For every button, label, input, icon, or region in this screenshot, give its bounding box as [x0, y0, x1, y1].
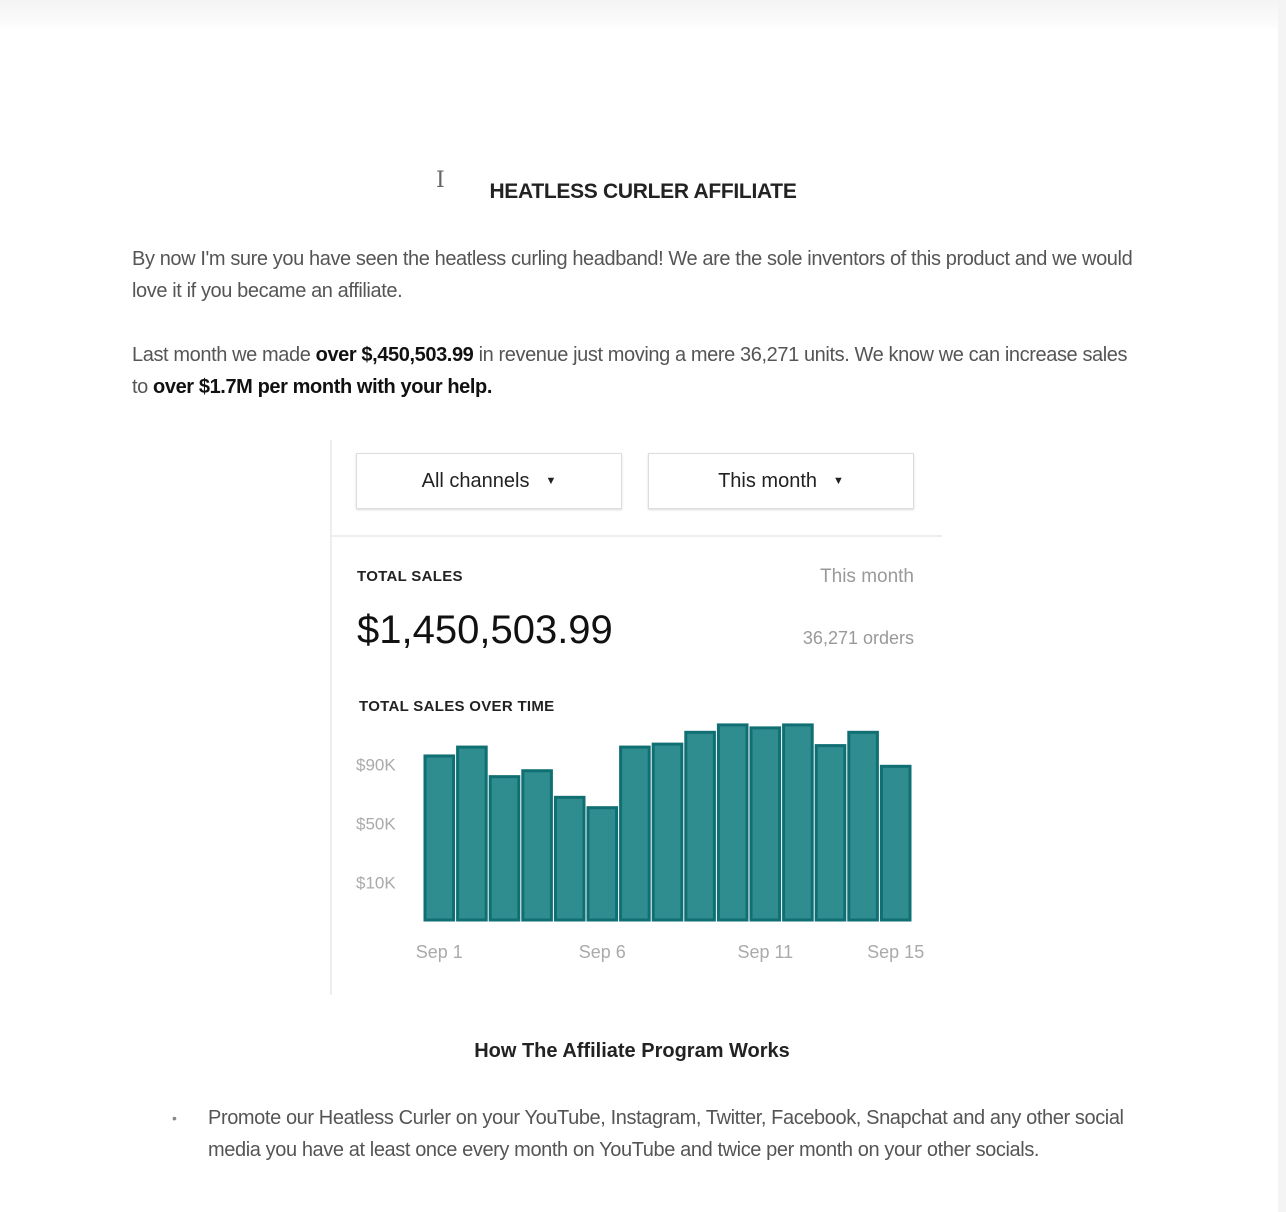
y-tick-label: $10K: [356, 874, 396, 893]
text: in revenue just moving a mere 36,271 uni…: [132, 344, 1128, 398]
y-tick-label: $90K: [356, 755, 396, 774]
bullet-icon: •: [172, 1110, 177, 1126]
period-dropdown[interactable]: This month ▼: [648, 453, 914, 509]
bar-sep-12: [782, 723, 814, 922]
x-tick-label: Sep 15: [867, 942, 924, 962]
bold-goal: over $1.7M per month with your help.: [153, 376, 493, 398]
bar-sep-7: [619, 745, 651, 922]
caret-down-icon: ▼: [545, 475, 557, 487]
sales-dashboard-image[interactable]: All channels ▼ This month ▼ TOTAL SALES Th…: [330, 440, 942, 995]
text-cursor-icon: I: [436, 168, 445, 193]
x-tick-label: Sep 1: [416, 942, 463, 962]
chart-title: TOTAL SALES OVER TIME: [359, 698, 555, 715]
bar-sep-14: [847, 730, 879, 922]
caret-down-icon: ▼: [833, 475, 844, 487]
stats-paragraph[interactable]: Last month we made over $,450,503.99 in …: [132, 339, 1142, 403]
list-item[interactable]: Promote our Heatless Curler on your YouT…: [208, 1107, 1124, 1161]
scrollbar[interactable]: [1278, 0, 1286, 1212]
section-heading[interactable]: How The Affiliate Program Works: [474, 1040, 790, 1062]
bar-sep-13: [814, 744, 847, 922]
toolbar-strip: [0, 0, 1286, 28]
bar-sep-6: [586, 806, 619, 922]
divider: [332, 535, 942, 537]
bar-sep-4: [521, 769, 553, 922]
bar-sep-11: [749, 726, 782, 922]
bar-sep-3: [488, 775, 521, 922]
bar-sep-15: [879, 764, 912, 922]
intro-paragraph[interactable]: By now I'm sure you have seen the heatle…: [132, 248, 1133, 302]
period-label: This month: [820, 566, 914, 587]
bar-sep-9: [684, 730, 716, 922]
bar-sep-8: [651, 742, 684, 922]
x-tick-label: Sep 6: [579, 942, 626, 962]
document-title[interactable]: HEATLESS CURLER AFFILIATE: [489, 180, 797, 203]
period-dropdown-label: This month: [718, 469, 818, 492]
bar-sep-5: [553, 795, 586, 922]
channel-dropdown[interactable]: All channels ▼: [356, 453, 622, 509]
y-tick-label: $50K: [356, 814, 396, 833]
bar-sep-2: [456, 745, 488, 922]
orders-count: 36,271 orders: [802, 628, 914, 648]
text: Last month we made: [132, 344, 316, 366]
total-sales-value: $1,450,503.99: [357, 608, 613, 652]
channel-dropdown-label: All channels: [421, 469, 530, 492]
bar-sep-10: [716, 723, 749, 922]
bar-sep-1: [423, 754, 456, 922]
bold-revenue: over $,450,503.99: [315, 344, 474, 366]
x-tick-label: Sep 11: [737, 942, 793, 962]
total-sales-label: TOTAL SALES: [357, 568, 463, 585]
